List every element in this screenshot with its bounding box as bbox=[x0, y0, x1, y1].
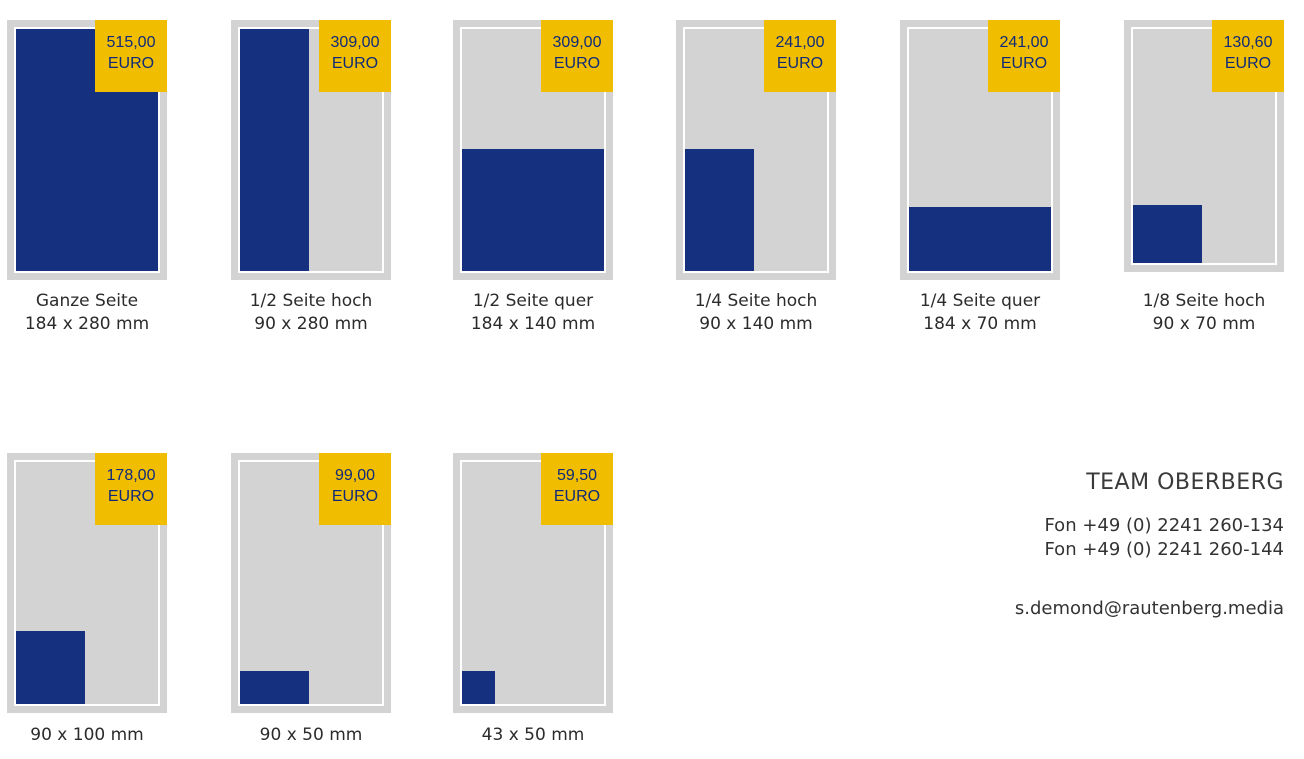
ad-size: 90 x 70 mm bbox=[1152, 314, 1256, 334]
price-currency: EURO bbox=[107, 488, 155, 505]
ad-size: 184 x 280 mm bbox=[24, 314, 150, 334]
price-value: 178,00 bbox=[106, 467, 156, 484]
ad-size: 184 x 70 mm bbox=[923, 314, 1037, 334]
ad-quarter-page-vertical: 241,00 EURO bbox=[676, 20, 836, 280]
price-value: 515,00 bbox=[106, 34, 156, 51]
ad-eighth-page-vertical: 130,60 EURO bbox=[1124, 20, 1284, 272]
price-badge: 178,00 EURO bbox=[95, 453, 167, 525]
ad-area bbox=[462, 671, 495, 704]
ad-caption: 90 x 50 mm bbox=[201, 724, 421, 747]
ad-caption: 90 x 100 mm bbox=[0, 724, 197, 747]
ad-area bbox=[16, 631, 85, 704]
price-value: 309,00 bbox=[330, 34, 380, 51]
price-currency: EURO bbox=[331, 488, 379, 505]
price-currency: EURO bbox=[553, 55, 601, 72]
ad-half-page-vertical: 309,00 EURO bbox=[231, 20, 391, 280]
price-value: 99,00 bbox=[334, 467, 376, 484]
page-outline bbox=[238, 27, 384, 273]
ad-name: 1/4 Seite quer bbox=[919, 291, 1041, 311]
price-value: 130,60 bbox=[1223, 34, 1273, 51]
ad-area bbox=[909, 207, 1051, 271]
ad-area bbox=[685, 149, 754, 271]
ad-caption: 1/2 Seite quer 184 x 140 mm bbox=[423, 290, 643, 336]
ad-full-page: 515,00 EURO bbox=[7, 20, 167, 280]
ad-area bbox=[1133, 205, 1202, 263]
price-badge: 515,00 EURO bbox=[95, 20, 167, 92]
ad-90x50: 99,00 EURO bbox=[231, 453, 391, 713]
ad-name: Ganze Seite bbox=[35, 291, 139, 311]
price-currency: EURO bbox=[1224, 55, 1272, 72]
price-badge: 309,00 EURO bbox=[319, 20, 391, 92]
price-currency: EURO bbox=[776, 55, 824, 72]
price-badge: 309,00 EURO bbox=[541, 20, 613, 92]
ad-43x50: 59,50 EURO bbox=[453, 453, 613, 713]
ad-area bbox=[462, 149, 604, 271]
ad-size: 90 x 50 mm bbox=[259, 725, 363, 745]
page-outline bbox=[14, 460, 160, 706]
ad-caption: 1/4 Seite quer 184 x 70 mm bbox=[870, 290, 1090, 336]
ad-half-page-horizontal: 309,00 EURO bbox=[453, 20, 613, 280]
price-badge: 59,50 EURO bbox=[541, 453, 613, 525]
price-currency: EURO bbox=[553, 488, 601, 505]
page-outline bbox=[238, 460, 384, 706]
ad-name: 1/2 Seite quer bbox=[472, 291, 594, 311]
price-value: 241,00 bbox=[775, 34, 825, 51]
price-badge: 241,00 EURO bbox=[764, 20, 836, 92]
ad-name: 1/4 Seite hoch bbox=[694, 291, 818, 311]
price-badge: 99,00 EURO bbox=[319, 453, 391, 525]
ad-90x100: 178,00 EURO bbox=[7, 453, 167, 713]
ad-caption: 1/8 Seite hoch 90 x 70 mm bbox=[1094, 290, 1304, 336]
price-badge: 241,00 EURO bbox=[988, 20, 1060, 92]
contact-phone-2: Fon +49 (0) 2241 260-144 bbox=[1044, 539, 1284, 560]
ad-size: 90 x 140 mm bbox=[699, 314, 813, 334]
ad-caption: 1/2 Seite hoch 90 x 280 mm bbox=[201, 290, 421, 336]
ad-area bbox=[240, 29, 309, 271]
price-value: 59,50 bbox=[556, 467, 598, 484]
ad-name: 1/2 Seite hoch bbox=[249, 291, 373, 311]
contact-team-name: TEAM OBERBERG bbox=[1086, 470, 1284, 495]
ad-name: 1/8 Seite hoch bbox=[1142, 291, 1266, 311]
contact-email-link[interactable]: s.demond@rautenberg.media bbox=[1014, 598, 1284, 619]
price-currency: EURO bbox=[331, 55, 379, 72]
page-outline bbox=[460, 460, 606, 706]
page-outline bbox=[1131, 27, 1277, 265]
ad-area bbox=[240, 671, 309, 704]
price-currency: EURO bbox=[107, 55, 155, 72]
contact-phone-1: Fon +49 (0) 2241 260-134 bbox=[1044, 515, 1284, 536]
page-outline bbox=[907, 27, 1053, 273]
ad-caption: 1/4 Seite hoch 90 x 140 mm bbox=[646, 290, 866, 336]
ad-quarter-page-horizontal: 241,00 EURO bbox=[900, 20, 1060, 280]
ad-caption: 43 x 50 mm bbox=[423, 724, 643, 747]
price-value: 309,00 bbox=[552, 34, 602, 51]
page-outline bbox=[683, 27, 829, 273]
ad-size: 90 x 280 mm bbox=[254, 314, 368, 334]
page-outline bbox=[460, 27, 606, 273]
price-value: 241,00 bbox=[999, 34, 1049, 51]
ad-size: 43 x 50 mm bbox=[481, 725, 585, 745]
ad-size: 184 x 140 mm bbox=[470, 314, 596, 334]
price-currency: EURO bbox=[1000, 55, 1048, 72]
ad-caption: Ganze Seite 184 x 280 mm bbox=[0, 290, 197, 336]
price-badge: 130,60 EURO bbox=[1212, 20, 1284, 92]
ad-size: 90 x 100 mm bbox=[30, 725, 144, 745]
